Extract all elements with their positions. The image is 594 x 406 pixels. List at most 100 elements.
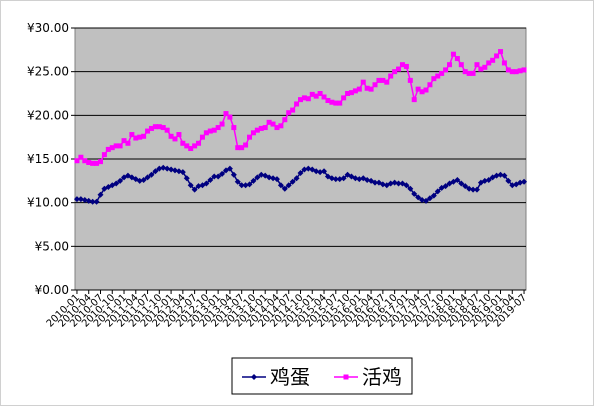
y-tick-label: ¥20.00: [27, 108, 69, 122]
point: [352, 175, 359, 182]
point: [411, 190, 418, 197]
point: [486, 60, 492, 66]
point: [431, 76, 437, 82]
point: [238, 182, 245, 189]
point: [254, 127, 260, 133]
point: [278, 123, 284, 129]
point: [192, 143, 198, 149]
point: [140, 176, 147, 183]
point: [77, 196, 84, 203]
point: [454, 56, 460, 62]
point: [258, 171, 265, 178]
point: [117, 143, 123, 149]
point: [297, 169, 304, 176]
point: [211, 127, 217, 133]
point: [246, 181, 253, 188]
legend-marker: [343, 374, 349, 380]
point: [73, 196, 80, 203]
point: [97, 191, 104, 198]
point: [172, 136, 178, 142]
point: [313, 93, 319, 99]
point: [188, 146, 194, 152]
point: [321, 168, 328, 175]
point: [356, 176, 363, 183]
point: [305, 165, 312, 172]
point: [230, 171, 237, 178]
point: [247, 134, 253, 140]
legend-box: [231, 357, 413, 395]
point: [172, 167, 179, 174]
point: [321, 94, 327, 100]
point: [470, 186, 477, 193]
point: [290, 107, 296, 113]
point: [82, 158, 88, 164]
legend-label: 活鸡: [362, 365, 402, 389]
point: [458, 62, 464, 68]
point: [396, 66, 402, 72]
point: [391, 179, 398, 186]
point: [305, 96, 311, 102]
point: [113, 180, 120, 187]
point: [439, 70, 445, 76]
point: [426, 195, 433, 202]
point: [434, 188, 441, 195]
point: [407, 77, 413, 83]
point: [376, 77, 382, 83]
point: [301, 95, 307, 101]
point: [90, 160, 96, 166]
point: [466, 70, 472, 76]
point: [447, 62, 453, 68]
point: [160, 125, 166, 131]
point: [435, 73, 441, 79]
point: [129, 132, 135, 138]
point: [223, 111, 229, 117]
point: [156, 165, 163, 172]
point: [521, 178, 528, 185]
point: [273, 176, 280, 183]
point: [293, 175, 300, 182]
point: [133, 135, 139, 141]
point: [94, 160, 100, 166]
point: [113, 143, 119, 149]
point: [498, 49, 504, 55]
point: [317, 169, 324, 176]
point: [286, 110, 292, 116]
point: [219, 170, 226, 177]
point: [121, 138, 127, 144]
point: [250, 177, 257, 184]
point: [458, 180, 465, 187]
legend-marker: [251, 374, 257, 380]
point: [505, 67, 511, 73]
point: [415, 86, 421, 92]
point: [196, 140, 202, 146]
point: [340, 175, 347, 182]
point: [145, 128, 151, 134]
point: [117, 177, 124, 184]
point: [211, 173, 218, 180]
point: [274, 125, 280, 131]
point: [164, 127, 170, 133]
point: [415, 194, 422, 201]
point: [97, 159, 103, 165]
point: [168, 166, 175, 173]
point: [184, 143, 190, 149]
point: [403, 63, 409, 69]
point: [509, 182, 516, 189]
point: [289, 178, 296, 185]
point: [152, 124, 158, 130]
point: [407, 185, 414, 192]
point: [85, 197, 92, 204]
point: [101, 152, 107, 158]
point: [399, 62, 405, 68]
point: [403, 182, 410, 189]
y-tick-label: ¥0.00: [35, 283, 69, 297]
point: [81, 197, 88, 204]
point: [493, 172, 500, 179]
point: [176, 132, 182, 138]
point: [187, 182, 194, 189]
point: [364, 176, 371, 183]
point: [199, 134, 205, 140]
point: [78, 154, 84, 160]
point: [329, 99, 335, 105]
point: [497, 171, 504, 178]
